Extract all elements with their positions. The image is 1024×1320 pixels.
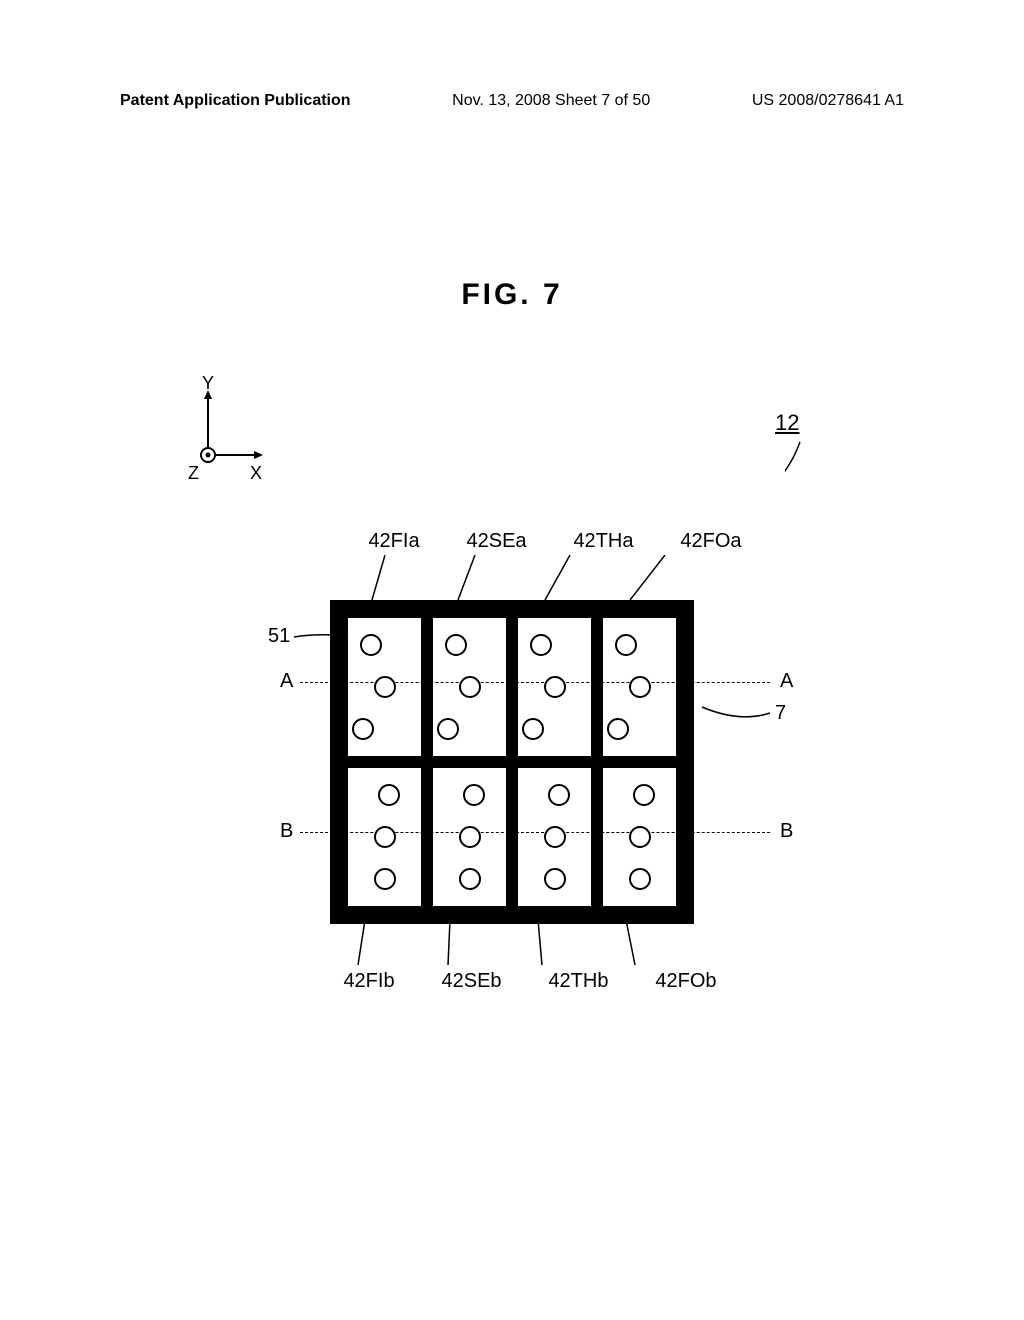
dot [445, 634, 467, 656]
ref-51-lead [292, 632, 352, 647]
header-center: Nov. 13, 2008 Sheet 7 of 50 [452, 92, 650, 110]
label-42FOa: 42FOa [680, 530, 741, 553]
top-labels: 42FIa 42SEa 42THa 42FOa [345, 530, 765, 553]
dot [548, 784, 570, 806]
cell-42THa [512, 612, 597, 762]
dot [522, 718, 544, 740]
dot [629, 676, 651, 698]
bottom-leads [330, 920, 700, 970]
dot [459, 676, 481, 698]
dot [615, 634, 637, 656]
dot [629, 868, 651, 890]
figure-area: Y X Z 12 42FIa 42SEa 42THa 42FOa [0, 370, 1024, 1070]
dot [544, 676, 566, 698]
dot [459, 826, 481, 848]
axis-x-label: X [250, 463, 262, 484]
header-left: Patent Application Publication [120, 92, 351, 110]
label-42FIb: 42FIb [343, 970, 394, 993]
cell-42FOb [597, 762, 682, 912]
label-42SEa: 42SEa [466, 530, 526, 553]
axis-z-label: Z [188, 463, 199, 484]
label-a-right: A [780, 670, 793, 693]
dot [437, 718, 459, 740]
dot [463, 784, 485, 806]
label-42FOb: 42FOb [655, 970, 716, 993]
ref-7: 7 [775, 702, 786, 725]
figure-title: FIG. 7 [0, 278, 1024, 312]
label-b-right: B [780, 820, 793, 843]
dot [607, 718, 629, 740]
bottom-labels: 42FIb 42SEb 42THb 42FOb [320, 970, 740, 993]
label-42SEb: 42SEb [441, 970, 501, 993]
ref-12: 12 [775, 410, 799, 436]
dot [544, 868, 566, 890]
ref-12-lead [785, 440, 825, 500]
dot [360, 634, 382, 656]
axis-y-label: Y [202, 373, 214, 394]
dot [530, 634, 552, 656]
dot [378, 784, 400, 806]
dot [374, 676, 396, 698]
dot [459, 868, 481, 890]
label-b-left: B [280, 820, 293, 843]
cell-42FOa [597, 612, 682, 762]
ref-7-lead [700, 705, 775, 725]
page-header: Patent Application Publication Nov. 13, … [0, 92, 1024, 110]
label-42FIa: 42FIa [368, 530, 419, 553]
grid [330, 600, 694, 924]
dot [352, 718, 374, 740]
dot [629, 826, 651, 848]
coordinate-axes: Y X Z [180, 385, 270, 490]
dot [374, 868, 396, 890]
header-right: US 2008/0278641 A1 [752, 92, 904, 110]
cell-42SEa [427, 612, 512, 762]
dot [374, 826, 396, 848]
label-42THa: 42THa [573, 530, 633, 553]
grid-wrap [330, 600, 694, 924]
cell-42FIb [342, 762, 427, 912]
label-42THb: 42THb [548, 970, 608, 993]
cell-42FIa [342, 612, 427, 762]
dot [633, 784, 655, 806]
cell-42THb [512, 762, 597, 912]
label-a-left: A [280, 670, 293, 693]
cell-42SEb [427, 762, 512, 912]
dot [544, 826, 566, 848]
ref-51: 51 [268, 625, 290, 648]
